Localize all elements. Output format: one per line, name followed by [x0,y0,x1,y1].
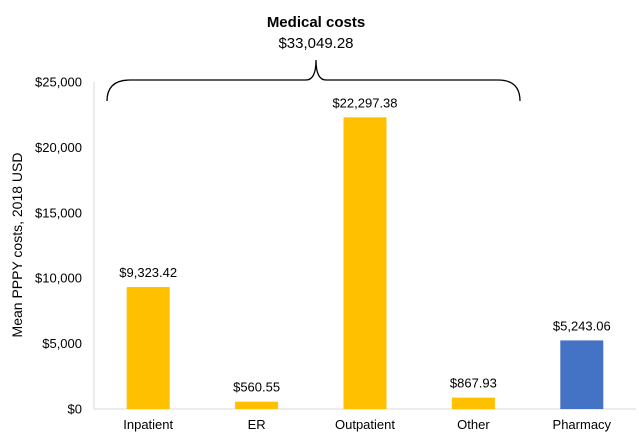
category-label-inpatient: Inpatient [123,417,173,432]
curly-brace [106,59,521,102]
category-label-er: ER [248,417,266,432]
bracket-annotation: Medical costs $33,049.28 [106,14,521,102]
y-tick-label: $20,000 [35,140,82,155]
y-tick-label: $10,000 [35,271,82,286]
y-tick-label: $15,000 [35,205,82,220]
bar-other [451,397,495,409]
y-tick-label: $0 [68,402,82,417]
bracket-title: Medical costs [267,14,365,31]
category-label-outpatient: Outpatient [335,417,395,432]
data-label-er: $560.55 [233,380,280,395]
bar-pharmacy [560,340,604,409]
category-label-other: Other [457,417,490,432]
bars [126,117,604,409]
bar-inpatient [126,287,170,409]
data-labels: $9,323.42 $560.55 $22,297.38 $867.93 $5,243.… [119,95,610,394]
data-label-outpatient: $22,297.38 [332,95,397,110]
y-tick-label: $5,000 [42,336,82,351]
data-label-other: $867.93 [450,376,497,391]
bar-er [235,401,279,409]
data-label-pharmacy: $5,243.06 [553,318,611,333]
y-axis-title: Mean PPPY costs, 2018 USD [9,153,25,338]
data-label-inpatient: $9,323.42 [119,265,177,280]
bracket-value-label: $33,049.28 [278,35,353,52]
category-label-pharmacy: Pharmacy [553,417,612,432]
y-tick-label: $25,000 [35,75,82,90]
category-labels: Inpatient ER Outpatient Other Pharmacy [123,417,611,432]
y-axis-ticks: $0 $5,000 $10,000 $15,000 $20,000 $25,000 [35,75,82,417]
bar-outpatient [343,117,387,409]
